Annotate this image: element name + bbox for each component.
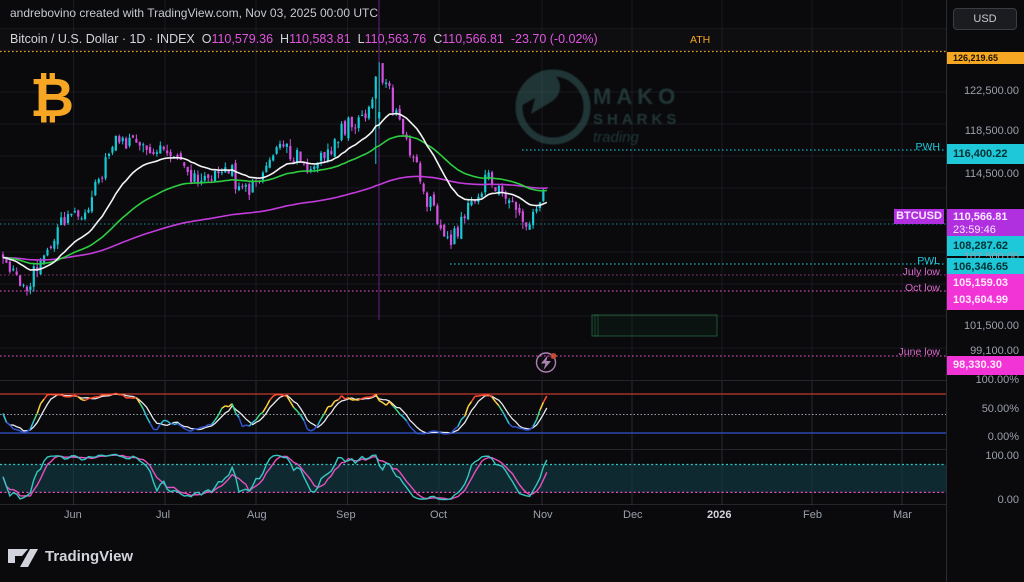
svg-text:MAKO: MAKO [593, 84, 680, 109]
svg-text:SHARKS: SHARKS [593, 111, 680, 128]
svg-text:trading: trading [593, 129, 640, 146]
